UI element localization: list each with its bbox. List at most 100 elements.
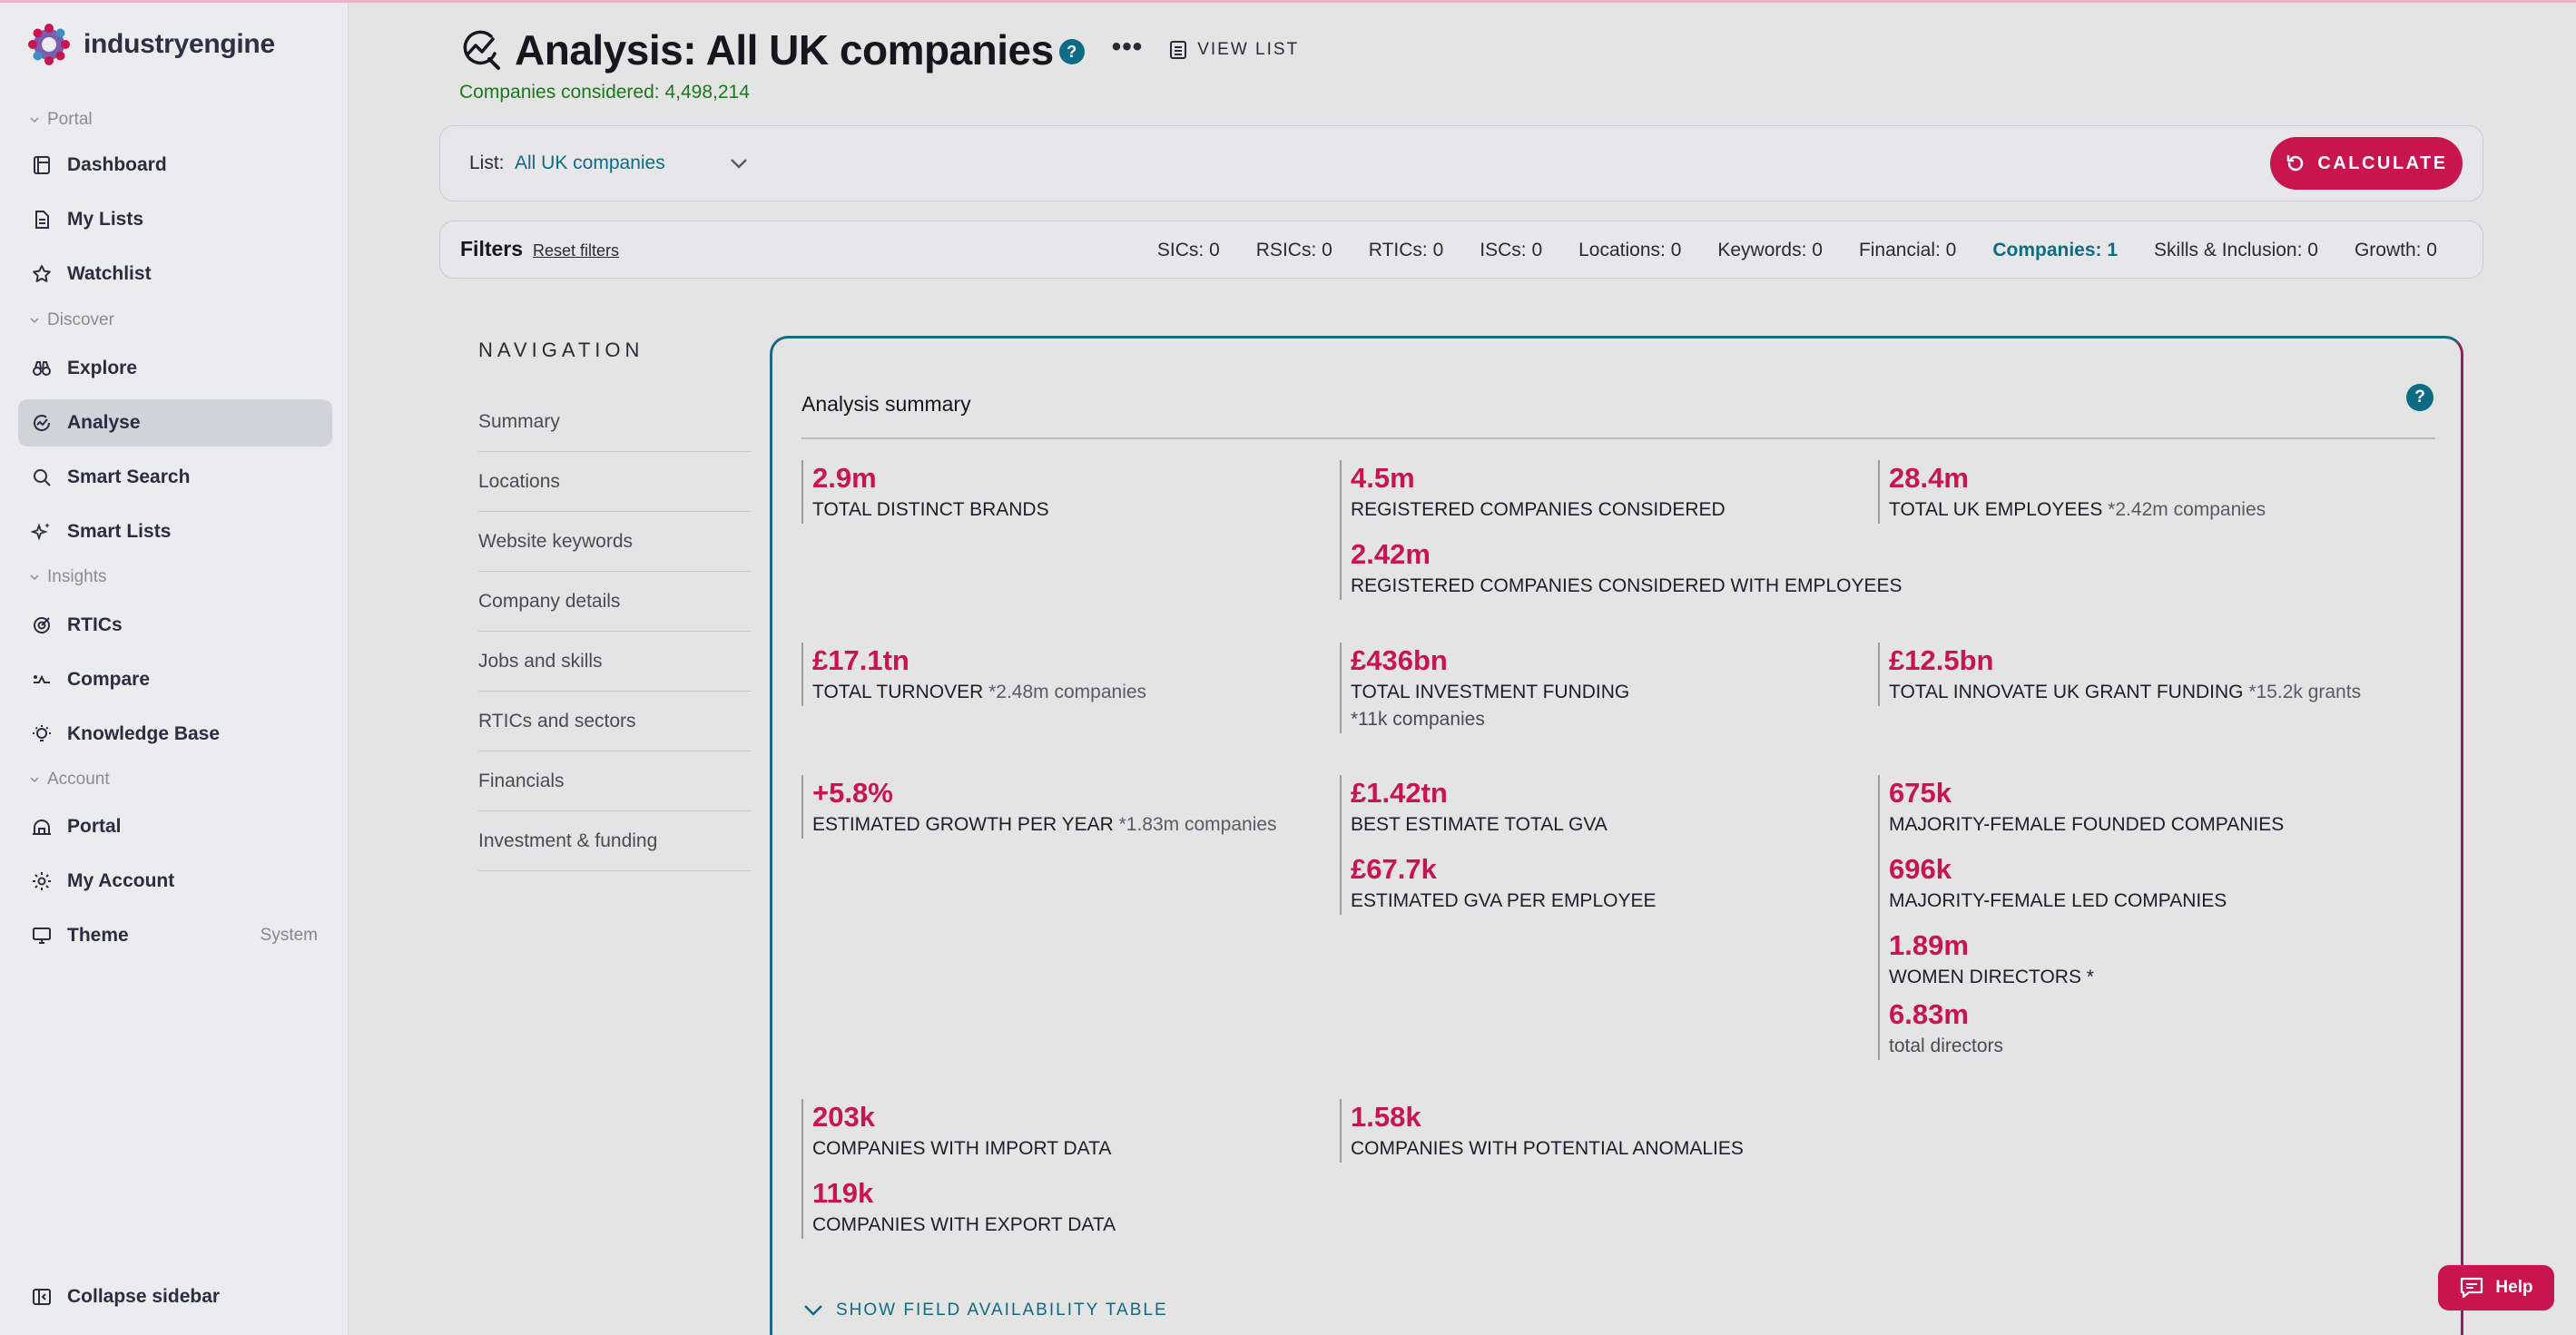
section-account[interactable]: Account (29, 770, 110, 790)
stat-label-row: TOTAL TURNOVER *2.48m companies (812, 679, 1146, 706)
section-discover[interactable]: Discover (29, 310, 114, 330)
filter-count[interactable]: Locations: 0 (1578, 240, 1682, 260)
stat-import: 203k COMPANIES WITH IMPORT DATA (812, 1099, 1116, 1163)
filter-count[interactable]: Skills & Inclusion: 0 (2154, 240, 2318, 260)
sidebar-item-my-lists[interactable]: My Lists (18, 196, 332, 243)
nav-link[interactable]: Financials (478, 751, 751, 811)
sidebar-item-rtics[interactable]: RTICs (18, 602, 332, 649)
more-options-button[interactable]: ••• (1111, 32, 1144, 62)
filter-count[interactable]: Companies: 1 (1992, 240, 2119, 260)
stat-group: 28.4m TOTAL UK EMPLOYEES *2.42m companie… (1878, 460, 2266, 524)
sidebar-item-smart-lists[interactable]: Smart Lists (18, 508, 332, 555)
sidebar-item-label: RTICs (67, 614, 123, 635)
stat-group: +5.8% ESTIMATED GROWTH PER YEAR *1.83m c… (801, 775, 1277, 839)
calculate-button[interactable]: CALCULATE (2270, 137, 2463, 190)
section-label: Insights (47, 567, 107, 586)
sidebar-item-label: Theme (67, 925, 129, 946)
search-icon (34, 469, 51, 486)
stat-value: £67.7k (1351, 853, 1437, 885)
sidebar-item-label: Knowledge Base (67, 723, 221, 744)
stat-value: 119k (812, 1177, 874, 1209)
section-label: Account (47, 770, 110, 789)
nav-link[interactable]: Jobs and skills (478, 632, 751, 692)
stat-label-row: TOTAL UK EMPLOYEES *2.42m companies (1889, 496, 2266, 524)
sidebar-item-portal[interactable]: Portal (18, 803, 332, 850)
filter-count[interactable]: RTICs: 0 (1368, 240, 1444, 260)
view-list-label: VIEW LIST (1197, 40, 1300, 59)
filter-count[interactable]: Keywords: 0 (1717, 240, 1823, 260)
stat-note: *2.48m companies (988, 682, 1147, 702)
filters-title: Filters (460, 237, 524, 260)
stat-label: WOMEN DIRECTORS * (1889, 967, 2094, 987)
stat-gva: £1.42tn BEST ESTIMATE TOTAL GVA (1351, 775, 1656, 839)
stat-group: £12.5bn TOTAL INNOVATE UK GRANT FUNDING … (1878, 643, 2361, 706)
sidebar-item-analyse[interactable]: Analyse (18, 399, 332, 447)
list-select-value[interactable]: All UK companies (515, 152, 665, 173)
stat-export: 119k COMPANIES WITH EXPORT DATA (812, 1175, 1116, 1239)
section-label: Discover (47, 310, 114, 329)
chevron-down-icon (30, 117, 39, 123)
stat-note: *11k companies (1351, 709, 1485, 730)
list-label: List: (469, 152, 505, 173)
stat-gva-per-employee: £67.7k ESTIMATED GVA PER EMPLOYEE (1351, 851, 1656, 915)
sidebar-item-dashboard[interactable]: Dashboard (18, 142, 332, 189)
chevron-down-icon[interactable] (727, 152, 751, 175)
document-icon (35, 211, 49, 229)
help-button[interactable]: Help (2438, 1265, 2554, 1310)
stat-value: £1.42tn (1351, 777, 1448, 809)
stat-label: COMPANIES WITH EXPORT DATA (812, 1214, 1116, 1235)
sidebar-item-compare[interactable]: Compare (18, 656, 332, 703)
stat-note: *15.2k grants (2248, 682, 2362, 702)
section-insights[interactable]: Insights (29, 567, 106, 587)
section-portal[interactable]: Portal (29, 110, 93, 130)
view-list-button[interactable]: VIEW LIST (1170, 40, 1299, 60)
sidebar-item-knowledge-base[interactable]: Knowledge Base (18, 711, 332, 758)
sidebar-item-label: My Lists (67, 209, 144, 230)
sidebar-item-theme[interactable]: Theme System (18, 912, 332, 959)
title-help-icon[interactable]: ? (1058, 39, 1085, 64)
show-field-availability-toggle[interactable]: SHOW FIELD AVAILABILITY TABLE (803, 1301, 1168, 1320)
stat-value: 1.89m (1889, 929, 1969, 961)
stat-value: 2.9m (812, 462, 877, 494)
stat-note: *2.42m companies (2108, 499, 2266, 520)
stat-registered: 4.5m REGISTERED COMPANIES CONSIDERED (1351, 460, 1903, 524)
stat-label-row: ESTIMATED GROWTH PER YEAR *1.83m compani… (812, 811, 1277, 839)
sidebar-item-label: Smart Search (67, 466, 191, 487)
filter-count[interactable]: SICs: 0 (1156, 240, 1220, 260)
summary-help-icon[interactable]: ? (2406, 384, 2433, 411)
gear-icon (33, 872, 51, 890)
nav-link[interactable]: RTICs and sectors (478, 692, 751, 751)
nav-link[interactable]: Company details (478, 572, 751, 632)
sidebar-item-label: Watchlist (67, 263, 152, 284)
filter-count[interactable]: Financial: 0 (1858, 240, 1957, 260)
nav-link[interactable]: Website keywords (478, 512, 751, 572)
stat-brands: 2.9m TOTAL DISTINCT BRANDS (812, 460, 1049, 524)
stat-group: 2.9m TOTAL DISTINCT BRANDS (801, 460, 1049, 524)
stat-note: *1.83m companies (1118, 814, 1277, 835)
nav-link[interactable]: Locations (478, 452, 751, 512)
nav-link[interactable]: Investment & funding (478, 811, 751, 871)
filter-count[interactable]: RSICs: 0 (1255, 240, 1332, 260)
sidebar-item-smart-search[interactable]: Smart Search (18, 454, 332, 501)
brand-logo[interactable]: industryengine (27, 23, 275, 66)
stat-turnover: £17.1tn TOTAL TURNOVER *2.48m companies (812, 643, 1146, 706)
divider (801, 437, 2435, 439)
sidebar-item-label: Compare (67, 669, 151, 690)
sidebar-item-watchlist[interactable]: Watchlist (18, 250, 332, 298)
companies-considered: Companies considered: 4,498,214 (459, 82, 750, 103)
filter-count[interactable]: Growth: 0 (2354, 240, 2437, 260)
filters-bar: Filters Reset filters SICs: 0 RSICs: 0 RTI… (439, 221, 2483, 279)
stat-women-directors: 1.89m WOMEN DIRECTORS * (1889, 928, 2284, 991)
nav-link[interactable]: Summary (478, 392, 751, 452)
reset-filters-link[interactable]: Reset filters (533, 241, 620, 260)
stat-label: ESTIMATED GROWTH PER YEAR (812, 814, 1114, 835)
sidebar: industryengine Portal Dashboard My Lists… (0, 3, 349, 1335)
stat-label-row: TOTAL INNOVATE UK GRANT FUNDING *15.2k g… (1889, 679, 2361, 706)
stat-label: MAJORITY-FEMALE LED COMPANIES (1889, 890, 2227, 911)
sidebar-item-explore[interactable]: Explore (18, 345, 332, 392)
analysis-icon (34, 415, 51, 431)
filter-count[interactable]: ISCs: 0 (1480, 240, 1543, 260)
sidebar-item-my-account[interactable]: My Account (18, 858, 332, 905)
collapse-sidebar-button[interactable]: Collapse sidebar (18, 1273, 332, 1320)
stat-label: ESTIMATED GVA PER EMPLOYEE (1351, 890, 1657, 911)
